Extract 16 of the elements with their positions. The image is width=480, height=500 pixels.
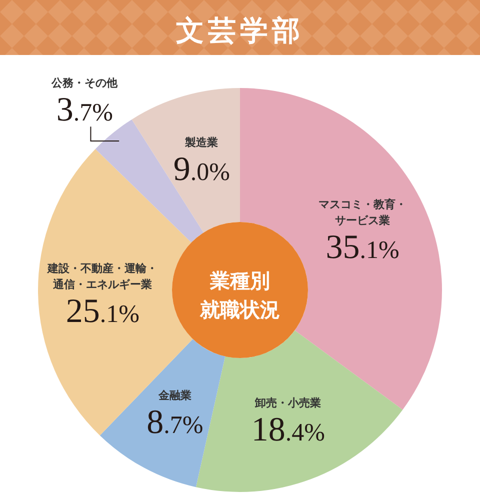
slice-label: 公務・その他 xyxy=(50,76,119,90)
slice-label: マスコミ・教育・サービス業 xyxy=(318,198,407,228)
slice-label: 金融業 xyxy=(157,388,192,402)
data-label: 25.1% xyxy=(66,293,140,330)
slice-label: 製造業 xyxy=(184,136,218,150)
chart-title: 文芸学部 xyxy=(176,14,304,47)
data-label: 35.1% xyxy=(326,229,400,266)
donut-slice xyxy=(100,338,226,488)
slice-label: 卸売・小売業 xyxy=(254,396,322,410)
data-label: 3.7% xyxy=(56,92,113,129)
data-label: 18.4% xyxy=(251,412,325,449)
slice-label: 建設・不動産・運輸・通信・エネルギー業 xyxy=(46,262,158,292)
donut-slice xyxy=(132,88,240,233)
text: 業種別就職状況 xyxy=(199,268,280,322)
data-label: 9.0% xyxy=(173,151,230,188)
data-label: 8.7% xyxy=(146,404,204,441)
